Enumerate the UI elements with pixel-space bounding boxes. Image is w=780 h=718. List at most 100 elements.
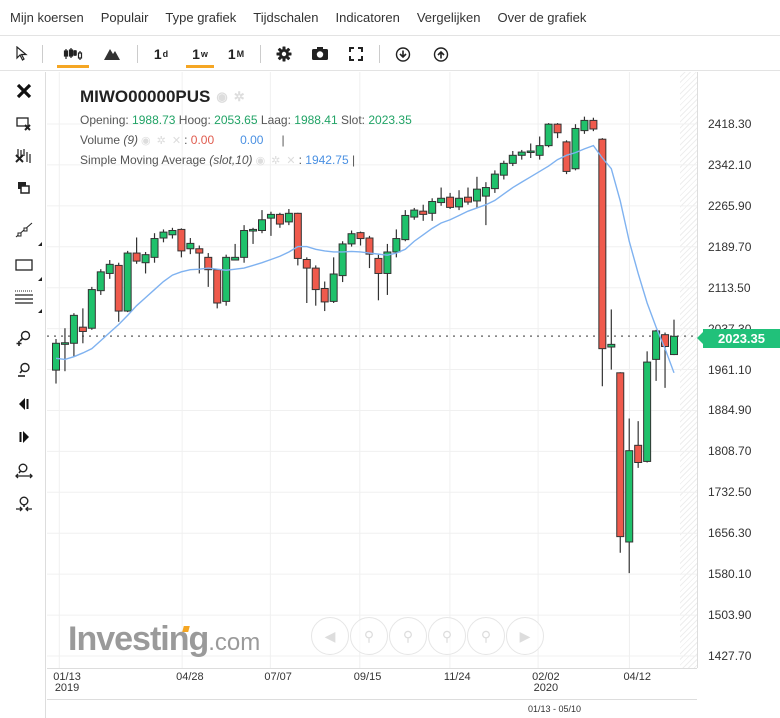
low-value: 1988.41 xyxy=(294,113,338,127)
upload-button[interactable] xyxy=(430,37,452,71)
remove-drawings-button[interactable] xyxy=(14,114,34,134)
visibility-eye-icon[interactable]: ◉ xyxy=(216,89,228,104)
candle xyxy=(302,257,311,303)
open-value: 1988.73 xyxy=(132,113,176,127)
menu-mijn-koersen[interactable]: Mijn koersen xyxy=(10,10,84,25)
nav-zoom-out-button[interactable]: ⚲ xyxy=(389,617,427,655)
rectangle-tool[interactable] xyxy=(14,255,42,281)
price-tick-label: 2418.30 xyxy=(708,117,752,131)
candle xyxy=(141,251,150,274)
time-tick-label: 02/02 2020 xyxy=(532,671,560,694)
candle xyxy=(535,136,544,160)
candle xyxy=(643,351,652,463)
investing-logo-watermark: Investing.com xyxy=(68,620,261,658)
trendline-tool[interactable] xyxy=(14,220,42,246)
candle xyxy=(231,243,240,261)
zoom-in-button[interactable] xyxy=(14,328,34,348)
scroll-left-icon: ◀ xyxy=(324,627,336,644)
candle xyxy=(365,235,374,269)
candle xyxy=(329,257,338,303)
sma-eye-icon[interactable]: ◉ xyxy=(255,154,266,167)
volume-gear-icon[interactable]: ✲ xyxy=(156,134,166,147)
volume-remove-icon[interactable]: ✕ xyxy=(171,134,182,147)
cloud-download-icon xyxy=(395,46,411,62)
candle xyxy=(616,372,625,553)
candle xyxy=(544,123,553,148)
volume-value-2: 0.00 xyxy=(240,133,264,147)
sma-remove-icon[interactable]: ✕ xyxy=(286,154,296,167)
close-button[interactable] xyxy=(14,81,34,101)
nav-zoom-in-button[interactable]: ⚲ xyxy=(350,617,388,655)
candle xyxy=(455,190,464,211)
visible-range-label: 01/13 - 05/10 xyxy=(528,704,582,714)
fibonacci-tool[interactable] xyxy=(14,287,42,313)
price-axis[interactable]: 2418.302342.102265.902189.702113.502037.… xyxy=(697,72,780,668)
candle xyxy=(526,143,535,158)
candle xyxy=(284,209,293,226)
zoom-range-button[interactable] xyxy=(14,461,34,481)
remove-indicators-button[interactable] xyxy=(14,146,34,166)
settings-button[interactable] xyxy=(273,37,295,71)
scroll-left-button[interactable] xyxy=(14,394,34,414)
nav-zoom-reset-button[interactable]: ⚲ xyxy=(467,617,505,655)
zoom-out-button[interactable] xyxy=(14,360,34,380)
menu-indicatoren[interactable]: Indicatoren xyxy=(335,10,400,25)
zoom-range-icon xyxy=(15,463,33,479)
candle xyxy=(437,187,446,206)
candle xyxy=(168,227,177,239)
candlestick-chart-button[interactable] xyxy=(55,37,91,71)
toolbar-divider xyxy=(137,44,138,63)
candle xyxy=(222,254,231,306)
price-chart-canvas[interactable] xyxy=(47,72,697,668)
candle xyxy=(589,117,598,132)
candle xyxy=(446,192,455,210)
remove-indicators-icon xyxy=(15,149,31,163)
candle xyxy=(78,308,87,344)
area-chart-button[interactable] xyxy=(99,37,125,71)
last-price-tag: 2023.35 xyxy=(697,329,780,348)
scroll-right-button[interactable] xyxy=(14,427,34,447)
time-tick-label: 01/13 2019 xyxy=(53,671,81,694)
candle xyxy=(87,286,96,330)
menu-type-grafiek[interactable]: Type grafiek xyxy=(165,10,237,25)
symbol-settings-gear-icon[interactable]: ✲ xyxy=(233,89,245,104)
candle xyxy=(598,138,607,387)
drawing-tools-sidebar xyxy=(0,72,46,718)
menu-tijdschalen[interactable]: Tijdschalen xyxy=(253,10,319,25)
zoom-reset-button[interactable] xyxy=(14,494,34,514)
fullscreen-button[interactable] xyxy=(345,37,367,71)
zoom-in-icon xyxy=(16,330,31,346)
nav-scroll-left-button[interactable]: ◀ xyxy=(311,617,349,655)
volume-value-1: 0.00 xyxy=(190,133,215,147)
candle xyxy=(177,228,186,258)
time-axis[interactable]: 01/13 2019 04/28 07/07 09/15 11/24 02/02 2020 04… xyxy=(47,668,697,700)
candle xyxy=(159,229,168,243)
candle xyxy=(69,313,78,357)
price-tick-label: 1961.10 xyxy=(708,362,752,377)
pointer-button[interactable] xyxy=(14,37,30,71)
sma-gear-icon[interactable]: ✲ xyxy=(271,154,281,167)
candle xyxy=(383,243,392,295)
menu-bar: Mijn koersen Populair Type grafiek Tijds… xyxy=(0,0,780,36)
candle xyxy=(293,212,302,266)
candle xyxy=(517,149,526,160)
nav-zoom-range-button[interactable]: ⚲ xyxy=(428,617,466,655)
price-tick-label: 2113.50 xyxy=(708,280,751,295)
candle xyxy=(60,328,69,372)
screenshot-button[interactable] xyxy=(309,37,331,71)
sma-indicator-row: Simple Moving Average (slot,10) ◉ ✲ ✕ : 19… xyxy=(80,153,356,167)
menu-vergelijken[interactable]: Vergelijken xyxy=(416,10,481,25)
volume-eye-icon[interactable]: ◉ xyxy=(141,134,151,147)
download-button[interactable] xyxy=(392,37,414,71)
high-value: 2053.65 xyxy=(214,113,258,127)
menu-populair[interactable]: Populair xyxy=(100,10,149,25)
candle xyxy=(607,309,616,370)
nav-scroll-right-button[interactable]: ▶ xyxy=(506,617,544,655)
toolbar-divider xyxy=(42,44,43,63)
menu-over-de-grafiek[interactable]: Over de grafiek xyxy=(497,10,587,25)
clone-button[interactable] xyxy=(14,178,34,198)
candle xyxy=(114,262,123,322)
